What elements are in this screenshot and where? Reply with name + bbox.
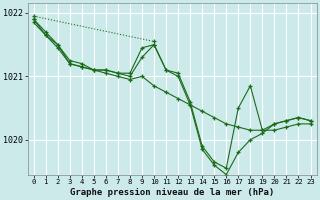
X-axis label: Graphe pression niveau de la mer (hPa): Graphe pression niveau de la mer (hPa) [70, 188, 274, 197]
